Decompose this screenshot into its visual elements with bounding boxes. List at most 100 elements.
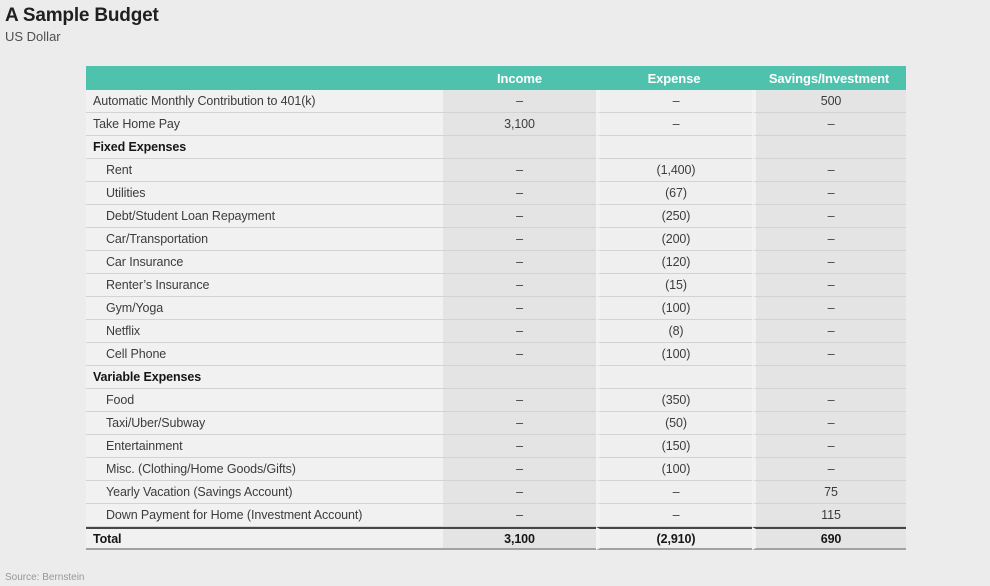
- savings-cell: –: [752, 343, 906, 366]
- expense-cell: (350): [596, 389, 752, 412]
- row-label-cell: Renter’s Insurance: [86, 274, 443, 297]
- row-label-cell: Cell Phone: [86, 343, 443, 366]
- savings-cell: –: [752, 458, 906, 481]
- row-label-cell: Yearly Vacation (Savings Account): [86, 481, 443, 504]
- expense-cell: –: [596, 504, 752, 527]
- table-row: Variable Expenses: [86, 366, 906, 389]
- table-header-row: Income Expense Savings/Investment: [86, 66, 906, 90]
- table-row: Take Home Pay 3,100– –: [86, 113, 906, 136]
- income-cell: –: [443, 343, 596, 366]
- income-cell: –: [443, 205, 596, 228]
- row-label-cell: Netflix: [86, 320, 443, 343]
- table-row: Down Payment for Home (Investment Accoun…: [86, 504, 906, 527]
- row-label-cell: Total: [86, 527, 443, 550]
- page-subtitle: US Dollar: [5, 29, 61, 44]
- expense-cell: [596, 366, 752, 389]
- source-note: Source: Bernstein: [5, 572, 85, 583]
- expense-cell: (8): [596, 320, 752, 343]
- income-cell: –: [443, 297, 596, 320]
- table-header: Income Expense Savings/Investment: [86, 66, 906, 90]
- savings-cell: –: [752, 389, 906, 412]
- savings-cell: –: [752, 435, 906, 458]
- header-cell-label: [86, 66, 443, 90]
- expense-cell: –: [596, 113, 752, 136]
- income-cell: –: [443, 389, 596, 412]
- table-body: Automatic Monthly Contribution to 401(k)…: [86, 90, 906, 550]
- savings-cell: 115: [752, 504, 906, 527]
- savings-cell: –: [752, 274, 906, 297]
- income-cell: –: [443, 504, 596, 527]
- income-cell: –: [443, 412, 596, 435]
- expense-cell: (100): [596, 458, 752, 481]
- savings-cell: 75: [752, 481, 906, 504]
- income-cell: –: [443, 159, 596, 182]
- expense-cell: (67): [596, 182, 752, 205]
- table-row: Food – (350) –: [86, 389, 906, 412]
- savings-cell: [752, 136, 906, 159]
- table-row: Automatic Monthly Contribution to 401(k)…: [86, 90, 906, 113]
- header-cell-expense: Expense: [596, 66, 752, 90]
- income-cell: [443, 136, 596, 159]
- row-label-cell: Car/Transportation: [86, 228, 443, 251]
- budget-table: Income Expense Savings/Investment Automa…: [86, 66, 906, 550]
- table-row: Utilities – (67) –: [86, 182, 906, 205]
- income-cell: –: [443, 435, 596, 458]
- row-label-cell: Food: [86, 389, 443, 412]
- row-label-cell: Taxi/Uber/Subway: [86, 412, 443, 435]
- table-row: Car Insurance – (120) –: [86, 251, 906, 274]
- expense-cell: (50): [596, 412, 752, 435]
- table-row: Renter’s Insurance – (15) –: [86, 274, 906, 297]
- row-label-cell: Utilities: [86, 182, 443, 205]
- income-cell: –: [443, 481, 596, 504]
- savings-cell: –: [752, 251, 906, 274]
- savings-cell: –: [752, 205, 906, 228]
- header-cell-income: Income: [443, 66, 596, 90]
- expense-cell: (150): [596, 435, 752, 458]
- savings-cell: –: [752, 412, 906, 435]
- expense-cell: (15): [596, 274, 752, 297]
- income-cell: –: [443, 274, 596, 297]
- row-label-cell: Debt/Student Loan Repayment: [86, 205, 443, 228]
- savings-cell: –: [752, 297, 906, 320]
- row-label-cell: Misc. (Clothing/Home Goods/Gifts): [86, 458, 443, 481]
- table-row: Car/Transportation – (200) –: [86, 228, 906, 251]
- savings-cell: 500: [752, 90, 906, 113]
- savings-cell: –: [752, 182, 906, 205]
- table-row: Cell Phone – (100) –: [86, 343, 906, 366]
- expense-cell: (2,910): [596, 527, 752, 550]
- row-label-cell: Entertainment: [86, 435, 443, 458]
- row-label-cell: Automatic Monthly Contribution to 401(k): [86, 90, 443, 113]
- row-label-cell: Down Payment for Home (Investment Accoun…: [86, 504, 443, 527]
- savings-cell: 690: [752, 527, 906, 550]
- table-row: Misc. (Clothing/Home Goods/Gifts) – (100) –: [86, 458, 906, 481]
- expense-cell: –: [596, 481, 752, 504]
- income-cell: 3,100: [443, 527, 596, 550]
- table-row: Gym/Yoga – (100) –: [86, 297, 906, 320]
- expense-cell: (120): [596, 251, 752, 274]
- savings-cell: [752, 366, 906, 389]
- expense-cell: –: [596, 90, 752, 113]
- page-title: A Sample Budget: [5, 5, 159, 26]
- expense-cell: (100): [596, 297, 752, 320]
- income-cell: [443, 366, 596, 389]
- expense-cell: (200): [596, 228, 752, 251]
- income-cell: –: [443, 458, 596, 481]
- expense-cell: (1,400): [596, 159, 752, 182]
- income-cell: –: [443, 90, 596, 113]
- row-label-cell: Take Home Pay: [86, 113, 443, 136]
- row-label-cell: Fixed Expenses: [86, 136, 443, 159]
- income-cell: 3,100: [443, 113, 596, 136]
- row-label-cell: Car Insurance: [86, 251, 443, 274]
- row-label-cell: Gym/Yoga: [86, 297, 443, 320]
- savings-cell: –: [752, 228, 906, 251]
- table-row: Taxi/Uber/Subway – (50) –: [86, 412, 906, 435]
- expense-cell: [596, 136, 752, 159]
- savings-cell: –: [752, 159, 906, 182]
- income-cell: –: [443, 228, 596, 251]
- income-cell: –: [443, 182, 596, 205]
- table-row: Total 3,100 (2,910) 690: [86, 527, 906, 550]
- savings-cell: –: [752, 320, 906, 343]
- row-label-cell: Rent: [86, 159, 443, 182]
- row-label-cell: Variable Expenses: [86, 366, 443, 389]
- table-row: Netflix – (8) –: [86, 320, 906, 343]
